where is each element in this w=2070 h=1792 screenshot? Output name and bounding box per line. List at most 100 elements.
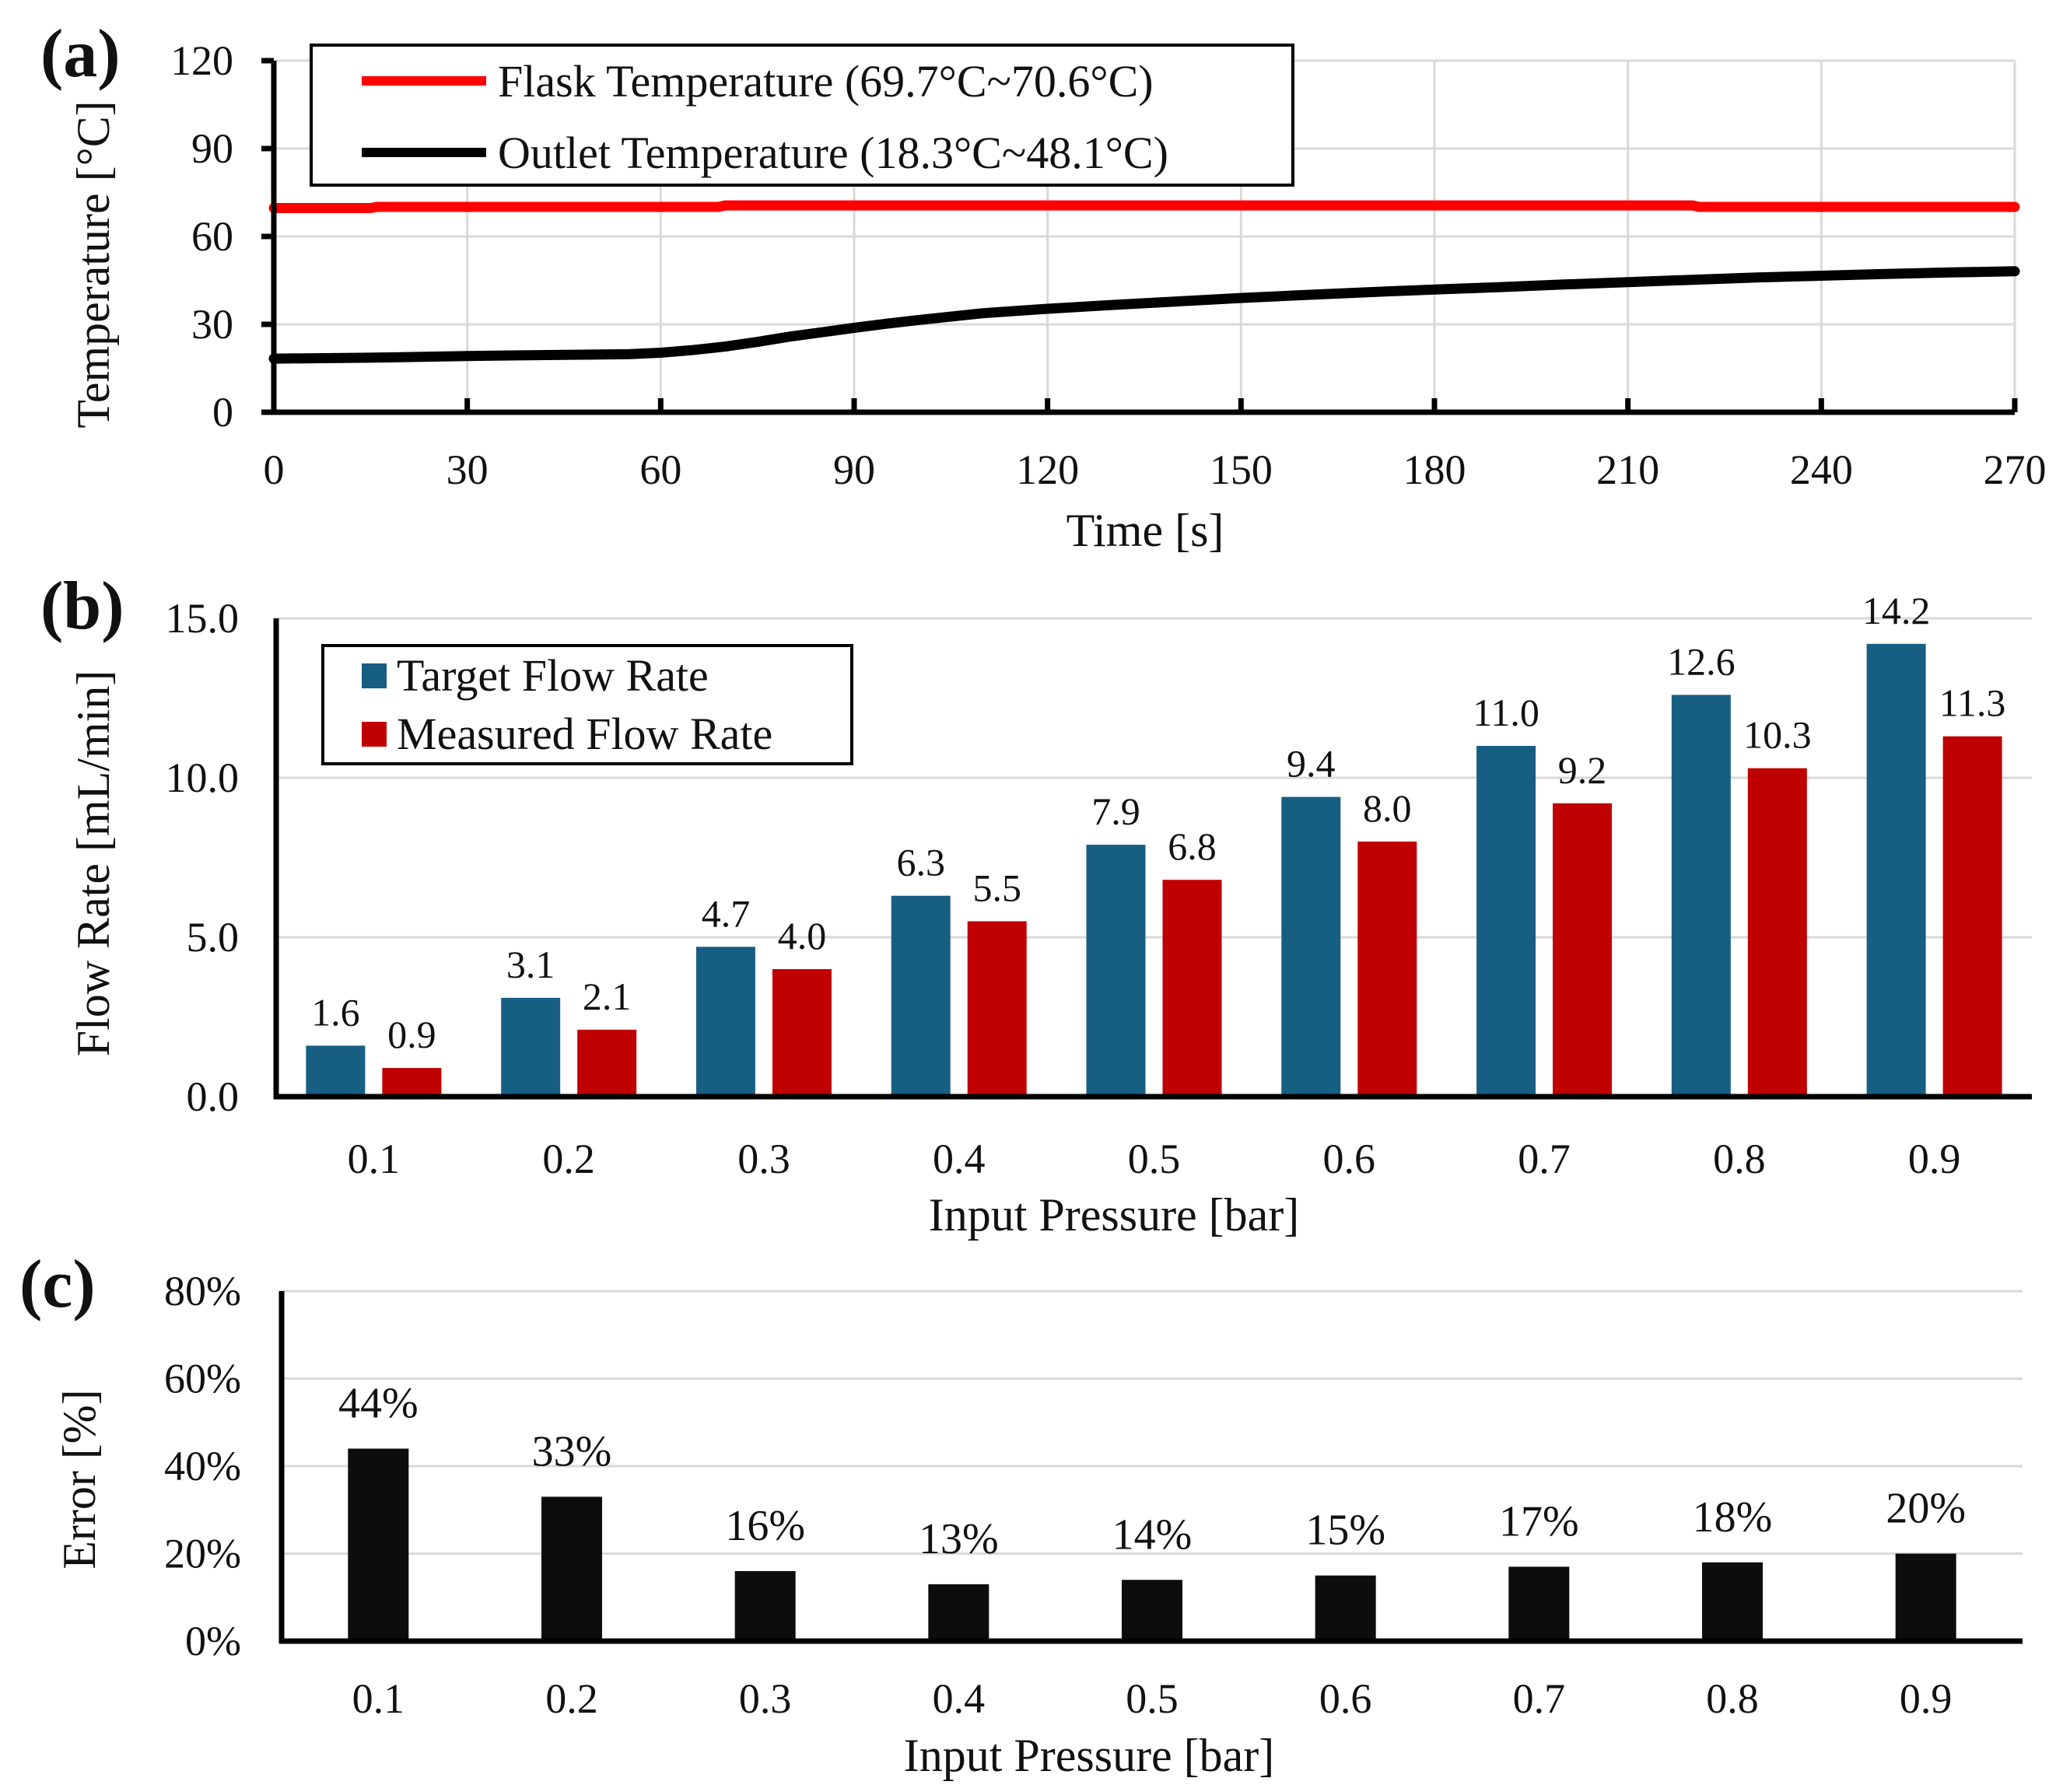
panel-c-xtick-label-0-4: 0.4 — [933, 1675, 986, 1722]
panel-b-ytick-label-10-0: 10.0 — [166, 754, 240, 801]
bar-target-0-6 — [1281, 796, 1341, 1097]
legend-label-outlet-temperature: Outlet Temperature (18.3°C~48.1°C) — [498, 128, 1168, 178]
data-label-measured-0-9: 11.3 — [1939, 681, 2006, 725]
panel-c-bars — [348, 1448, 1956, 1641]
data-label-error-0-3: 16% — [725, 1502, 805, 1550]
panel-b-flow-rate-chart: (b) 1.6 0.9 3.1 2.1 4.7 4.0 6.3 5.5 7.9 6.8 9.4 8.0… — [40, 569, 2032, 1241]
panel-c-data-labels: 44% 33% 16% 13% 14% 15% 17% 18% 20% — [338, 1380, 1966, 1563]
bar-measured-0-9 — [1942, 736, 2002, 1097]
panel-a-ytick-label-90: 90 — [191, 125, 233, 172]
panel-c-xtick-label-0-3: 0.3 — [739, 1675, 792, 1722]
panel-c-xtick-label-0-5: 0.5 — [1126, 1675, 1179, 1722]
legend-label-target-flow-rate: Target Flow Rate — [397, 650, 709, 701]
bar-target-0-8 — [1671, 695, 1731, 1097]
bar-error-0-7 — [1508, 1566, 1570, 1641]
panel-b-ytick-label-5-0: 5.0 — [187, 914, 240, 961]
panel-b-tick-labels: 0.0 5.0 10.0 15.0 0.1 0.2 0.3 0.4 0.5 0.6 0.7 0.8 0.… — [166, 595, 1961, 1182]
panel-c-ytick-label-40: 40% — [164, 1443, 241, 1489]
data-label-target-0-5: 7.9 — [1091, 789, 1140, 833]
panel-a-ytick-label-0: 0 — [212, 389, 233, 436]
bar-target-0-2 — [501, 997, 561, 1097]
panel-b-label: (b) — [40, 569, 124, 644]
data-label-error-0-5: 14% — [1112, 1510, 1193, 1559]
panel-b-legend-box — [321, 644, 853, 765]
data-label-measured-0-4: 5.5 — [972, 866, 1021, 910]
panel-b-axes — [273, 618, 2032, 1100]
bar-error-0-2 — [541, 1496, 602, 1641]
bar-target-0-5 — [1086, 845, 1146, 1097]
panel-c-error-chart: (c) 44% 33% 16% 13% 14% 15% 17% 18% 20% 0% 20% 40%… — [19, 1247, 2023, 1781]
panel-a-xtick-label-210: 210 — [1596, 446, 1659, 493]
bar-error-0-6 — [1315, 1575, 1376, 1641]
bar-measured-0-3 — [772, 969, 832, 1097]
bar-error-0-9 — [1895, 1553, 1956, 1641]
data-label-error-0-9: 20% — [1886, 1485, 1966, 1533]
data-label-measured-0-5: 6.8 — [1168, 824, 1217, 868]
data-label-error-0-4: 13% — [919, 1515, 999, 1563]
panel-c-ytick-label-60: 60% — [164, 1356, 241, 1402]
panel-b-xtick-label-0-8: 0.8 — [1713, 1136, 1766, 1182]
panel-a-xtick-label-90: 90 — [833, 446, 875, 493]
legend-label-flask-temperature: Flask Temperature (69.7°C~70.6°C) — [498, 56, 1154, 107]
bar-error-0-5 — [1122, 1580, 1182, 1641]
panel-b-xtick-label-0-6: 0.6 — [1323, 1136, 1376, 1182]
panel-c-xtick-label-0-7: 0.7 — [1513, 1675, 1566, 1722]
panel-a-xtick-label-150: 150 — [1210, 446, 1273, 493]
panel-b-legend: Target Flow Rate Measured Flow Rate — [321, 644, 853, 765]
panel-c-xtick-label-0-2: 0.2 — [545, 1675, 598, 1722]
data-label-error-0-8: 18% — [1693, 1493, 1773, 1542]
panel-a-line-flask-temperature — [268, 200, 2020, 213]
bar-target-0-4 — [891, 895, 951, 1097]
data-label-target-0-7: 11.0 — [1473, 691, 1539, 734]
bar-measured-0-5 — [1162, 880, 1222, 1097]
panel-c-xtick-label-0-8: 0.8 — [1706, 1675, 1759, 1722]
panel-a-xtick-label-60: 60 — [639, 446, 681, 493]
panel-a-xtick-label-270: 270 — [1984, 446, 2047, 493]
panel-c-ytick-label-0: 0% — [185, 1618, 241, 1664]
bar-measured-0-2 — [577, 1029, 637, 1097]
panel-b-y-axis-title: Flow Rate [mL/min] — [68, 670, 119, 1057]
panel-b-gridlines — [276, 617, 2032, 939]
panel-c-x-axis-title: Input Pressure [bar] — [904, 1730, 1275, 1781]
panel-a-label: (a) — [40, 16, 121, 92]
data-label-measured-0-3: 4.0 — [778, 914, 827, 957]
panel-a-legend-box — [310, 44, 1294, 187]
panel-b-xtick-label-0-5: 0.5 — [1128, 1136, 1181, 1182]
panel-b-xtick-label-0-4: 0.4 — [933, 1136, 986, 1182]
data-label-measured-0-2: 2.1 — [583, 975, 632, 1018]
panel-a-xtick-label-0: 0 — [264, 446, 285, 493]
panel-a-xtick-label-180: 180 — [1403, 446, 1466, 493]
bar-error-0-8 — [1702, 1562, 1763, 1641]
bar-target-0-9 — [1866, 643, 1926, 1097]
data-label-target-0-1: 1.6 — [311, 990, 360, 1034]
data-label-error-0-2: 33% — [532, 1427, 612, 1475]
bar-target-0-7 — [1476, 746, 1536, 1097]
panel-a-series-lines — [268, 200, 2020, 364]
panel-c-xtick-label-0-9: 0.9 — [1900, 1675, 1953, 1722]
bar-error-0-1 — [348, 1448, 409, 1641]
panel-b-x-axis-title: Input Pressure [bar] — [929, 1189, 1300, 1241]
panel-b-xtick-label-0-3: 0.3 — [737, 1136, 790, 1182]
data-label-error-0-6: 15% — [1305, 1507, 1385, 1555]
panel-b-xtick-label-0-7: 0.7 — [1518, 1136, 1571, 1182]
legend-swatch-measured-flow-rate — [362, 722, 387, 747]
data-label-target-0-4: 6.3 — [896, 841, 945, 884]
panel-a-x-axis-title: Time [s] — [1067, 505, 1224, 556]
data-label-error-0-7: 17% — [1499, 1497, 1579, 1545]
data-label-measured-0-6: 8.0 — [1363, 786, 1412, 830]
panel-a-temperature-chart: (a) 0 30 60 90 120 150 180 210 240 2700306090120 … — [40, 16, 2047, 556]
panel-c-y-axis-title: Error [%] — [54, 1389, 105, 1570]
bar-measured-0-8 — [1747, 768, 1807, 1097]
data-label-measured-0-8: 10.3 — [1743, 713, 1812, 757]
panel-c-tick-labels: 0% 20% 40% 60% 80% 0.1 0.2 0.3 0.4 0.5 0.6 0.7 0.8 0.… — [164, 1268, 1952, 1722]
data-label-measured-0-1: 0.9 — [387, 1013, 436, 1056]
panel-a-ytick-label-120: 120 — [170, 37, 233, 84]
bar-error-0-4 — [928, 1584, 989, 1641]
panel-c-xtick-label-0-6: 0.6 — [1319, 1675, 1372, 1722]
bar-error-0-3 — [734, 1571, 796, 1641]
panel-a-ytick-label-60: 60 — [191, 213, 233, 260]
panel-a-xtick-label-240: 240 — [1790, 446, 1853, 493]
panel-b-data-labels: 1.6 0.9 3.1 2.1 4.7 4.0 6.3 5.5 7.9 6.8 9.4 8.0 11.0… — [311, 589, 2005, 1056]
panel-c-ytick-label-80: 80% — [164, 1268, 241, 1314]
